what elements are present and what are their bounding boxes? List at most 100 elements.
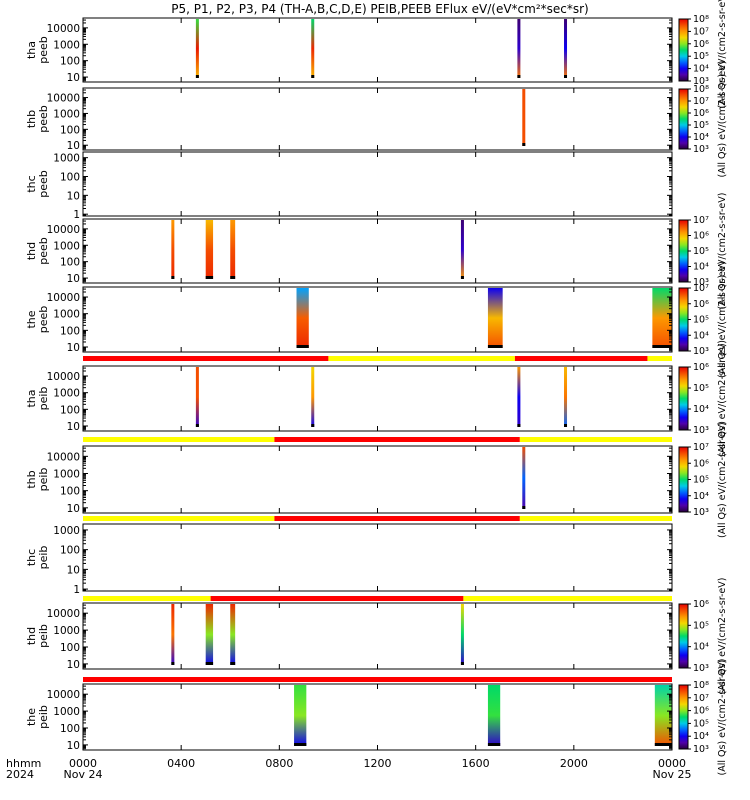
colorbar-tick-label: 10⁵ xyxy=(693,315,709,326)
stripe-floor-mark xyxy=(487,743,501,746)
y-tick-label: 1000 xyxy=(53,240,80,252)
colorbar-tick-label: 10⁴ xyxy=(693,64,709,75)
colorbar-tick-label: 10⁷ xyxy=(693,96,709,107)
y-axis-label-probe: thb xyxy=(25,110,38,128)
data-stripe xyxy=(296,288,309,348)
spectrogram-panel: 10 100 1000 10000 thd peib 10³ 10⁴ 10⁵ 10⁶ (All Qs… xyxy=(25,578,728,695)
spectrogram-panel: 1 10 100 1000 thc peeb xyxy=(25,151,673,221)
y-axis-label-probe: tha xyxy=(25,41,38,59)
data-stripe xyxy=(195,367,199,427)
y-axis-label-species: peib xyxy=(37,387,50,411)
y-tick-label: 10000 xyxy=(47,224,80,236)
status-segment xyxy=(83,677,672,682)
stripe-floor-mark xyxy=(652,345,672,348)
y-tick-label: 10 xyxy=(67,659,80,671)
spectrogram-panel: 10 100 1000 10000 the peeb 10³ 10⁴ 10⁵ 10⁶ 10⁷ (All… xyxy=(25,261,728,378)
y-tick-label: 1 xyxy=(73,209,80,221)
colorbar-label: (All Qs) eV/(cm2-s-sr-eV) xyxy=(717,61,728,178)
y-axis-label-probe: thd xyxy=(25,627,38,645)
panel-frame xyxy=(82,445,673,514)
colorbar-tick-label: 10³ xyxy=(693,277,709,288)
status-segment xyxy=(519,437,672,442)
colorbar-tick-label: 10⁸ xyxy=(693,680,709,691)
x-tick-label: 1600 xyxy=(462,757,490,770)
colorbar-tick-label: 10⁶ xyxy=(693,231,709,242)
colorbar-tick-label: 10⁶ xyxy=(693,706,709,717)
colorbar-tick-label: 10³ xyxy=(693,425,709,436)
y-tick-label: 1000 xyxy=(53,153,80,165)
colorbar-label: (All Qs) eV/(cm2-s-sr-eV) xyxy=(717,193,728,310)
x-tick-label: 2000 xyxy=(560,757,588,770)
data-stripe xyxy=(311,19,315,78)
y-tick-label: 10 xyxy=(67,273,80,285)
colorbar-tick-label: 10⁶ xyxy=(693,599,709,610)
colorbar-label: (All Qs) eV/(cm2-s-sr-eV) xyxy=(717,261,728,378)
colorbar-tick-label: 10⁷ xyxy=(693,283,709,294)
colorbar xyxy=(678,603,689,669)
colorbar-tick-label: 10⁵ xyxy=(693,620,709,631)
data-stripe xyxy=(517,367,521,427)
data-stripe xyxy=(652,288,672,348)
panel-frame xyxy=(82,17,673,83)
y-tick-label: 10 xyxy=(67,421,80,433)
x-tick-label: 1200 xyxy=(364,757,392,770)
y-tick-label: 100 xyxy=(60,172,80,184)
colorbar-tick-label: 10⁴ xyxy=(693,262,709,273)
data-stripe xyxy=(230,220,236,279)
y-axis-label-species: peeb xyxy=(37,170,50,198)
stripe-floor-mark xyxy=(195,75,199,78)
colorbar-tick-label: 10³ xyxy=(693,663,709,674)
colorbar-label: (All Qs) eV/(cm2-s-sr-eV) xyxy=(717,659,728,776)
x-axis-unit-label: hhmm xyxy=(6,757,41,770)
y-tick-label: 100 xyxy=(60,404,80,416)
data-stripe xyxy=(517,19,521,78)
x-tick-label: 0000 xyxy=(658,757,686,770)
y-axis-label-probe: thb xyxy=(25,470,38,488)
stripe-floor-mark xyxy=(522,143,526,146)
quality-status-bar xyxy=(83,356,672,361)
y-tick-label: 1000 xyxy=(53,108,80,120)
panel-frame xyxy=(82,87,673,151)
status-segment xyxy=(83,596,211,601)
colorbar-tick-label: 10³ xyxy=(693,144,709,155)
y-tick-label: 100 xyxy=(60,723,80,735)
x-tick-label: 0000 xyxy=(69,757,97,770)
status-segment xyxy=(519,516,672,521)
colorbar-tick-label: 10⁶ xyxy=(693,362,709,373)
stripe-floor-mark xyxy=(311,75,315,78)
data-stripe xyxy=(205,220,214,279)
y-tick-label: 10000 xyxy=(47,371,80,383)
data-stripe xyxy=(564,19,568,78)
y-tick-label: 10 xyxy=(67,140,80,152)
colorbar-tick-label: 10⁷ xyxy=(693,693,709,704)
spectrogram-panel: 10 100 1000 10000 tha peib 10³ 10⁴ 10⁵ 10⁶ (All Qs… xyxy=(25,340,728,457)
y-tick-label: 100 xyxy=(60,642,80,654)
y-tick-label: 10 xyxy=(67,190,80,202)
data-stripe xyxy=(522,89,526,146)
colorbar-tick-label: 10⁴ xyxy=(693,731,709,742)
stripe-floor-mark xyxy=(564,424,568,427)
y-tick-label: 1000 xyxy=(53,309,80,321)
y-tick-label: 1000 xyxy=(53,39,80,51)
y-axis-label-probe: tha xyxy=(25,389,38,407)
y-axis-label-species: peib xyxy=(37,624,50,648)
quality-status-bar xyxy=(83,437,672,442)
y-axis-label-species: peib xyxy=(37,468,50,492)
chart-title: P5, P1, P2, P3, P4 (TH-A,B,C,D,E) PEIB,P… xyxy=(171,2,588,16)
y-tick-label: 10000 xyxy=(47,93,80,105)
stripe-floor-mark xyxy=(517,75,521,78)
colorbar-tick-label: 10⁶ xyxy=(693,299,709,310)
data-stripe xyxy=(171,220,175,279)
quality-status-bar xyxy=(83,596,672,601)
status-segment xyxy=(210,596,464,601)
status-segment xyxy=(647,356,672,361)
y-tick-label: 1000 xyxy=(53,625,80,637)
y-tick-label: 100 xyxy=(60,545,80,557)
stripe-floor-mark xyxy=(171,662,175,665)
y-axis-label-species: peeb xyxy=(37,105,50,133)
colorbar-tick-label: 10⁴ xyxy=(693,330,709,341)
panel-frame xyxy=(82,523,673,592)
